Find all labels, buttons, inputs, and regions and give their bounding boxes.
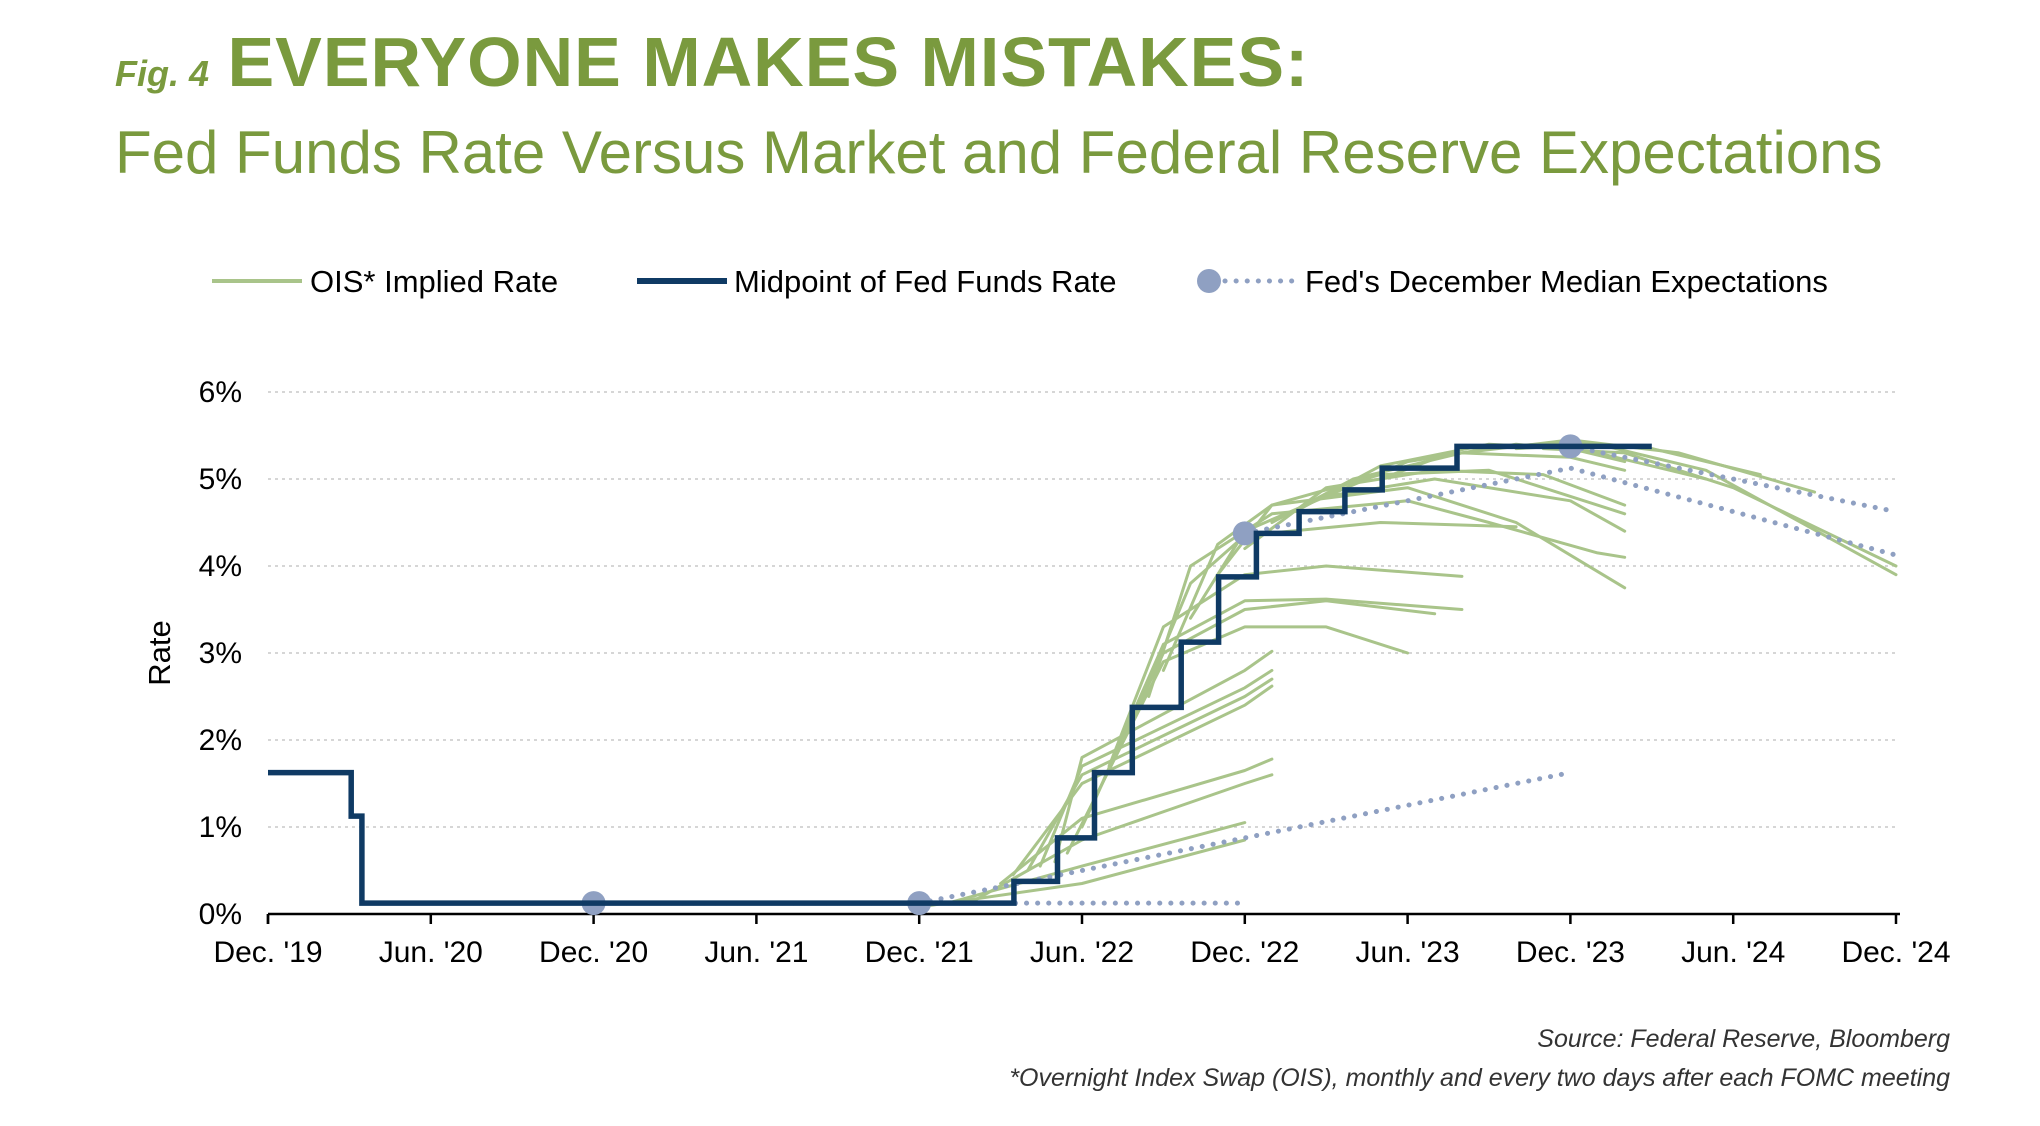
ois-curve <box>1011 684 1274 877</box>
x-tick-label: Dec. '24 <box>1841 936 1950 969</box>
figure-header: Fig. 4 EVERYONE MAKES MISTAKES: <box>115 22 1309 102</box>
fed-expectation-path <box>1567 443 1899 515</box>
series-fed-funds-rate <box>268 443 1652 906</box>
legend-label-ois: OIS* Implied Rate <box>310 264 558 299</box>
x-tick-label: Dec. '23 <box>1516 936 1625 969</box>
y-tick-label: 2% <box>199 724 242 757</box>
series-ois-implied-rate <box>917 438 1898 909</box>
legend-label-fed-expectations: Fed's December Median Expectations <box>1305 264 1828 299</box>
x-tick-label: Jun. '24 <box>1681 936 1785 969</box>
x-tick-labels: Dec. '19 Jun. '20 Dec. '20 Jun. '21 Dec. '21… <box>213 914 1951 969</box>
fed-expectation-path <box>1242 465 1899 558</box>
ois-curve <box>1026 677 1274 872</box>
ois-footnote: *Overnight Index Swap (OIS), monthly and… <box>1009 1064 1950 1092</box>
x-tick-label: Jun. '22 <box>1030 936 1134 969</box>
legend-marker-fed-expectations <box>1197 269 1221 293</box>
x-tick-label: Jun. '20 <box>379 936 483 969</box>
ois-curve <box>1038 668 1274 868</box>
y-axis-label: Rate <box>142 620 177 685</box>
y-tick-label: 5% <box>199 463 242 496</box>
source-note: Source: Federal Reserve, Bloomberg <box>1537 1025 1950 1053</box>
x-tick-label: Jun. '21 <box>704 936 808 969</box>
x-tick-label: Jun. '23 <box>1356 936 1460 969</box>
x-tick-label: Dec. '20 <box>539 936 648 969</box>
figure-title: EVERYONE MAKES MISTAKES: <box>227 23 1310 101</box>
x-tick-label: Dec. '22 <box>1190 936 1299 969</box>
x-tick-label: Dec. '19 <box>213 936 322 969</box>
figure-label: Fig. 4 <box>115 53 210 94</box>
legend-label-fed-funds: Midpoint of Fed Funds Rate <box>734 264 1117 299</box>
ois-curve <box>1161 486 1627 672</box>
ois-curve <box>1093 597 1464 803</box>
ois-curve <box>917 838 1247 909</box>
x-tick-label: Dec. '21 <box>865 936 974 969</box>
y-tick-label: 1% <box>199 811 242 844</box>
legend: OIS* Implied Rate Midpoint of Fed Funds R… <box>212 264 1828 299</box>
y-tick-label: 6% <box>199 376 242 409</box>
y-tick-label: 0% <box>199 898 242 931</box>
y-tick-label: 4% <box>199 550 242 583</box>
fed-expectation-marker <box>1232 521 1257 546</box>
y-tick-labels: 0% 1% 2% 3% 4% 5% 6% <box>199 376 242 931</box>
figure-subtitle: Fed Funds Rate Versus Market and Federal… <box>115 119 1883 186</box>
ois-curve <box>999 757 1274 885</box>
y-tick-label: 3% <box>199 637 242 670</box>
ois-curve <box>1134 521 1518 716</box>
ois-curve <box>1053 649 1274 864</box>
